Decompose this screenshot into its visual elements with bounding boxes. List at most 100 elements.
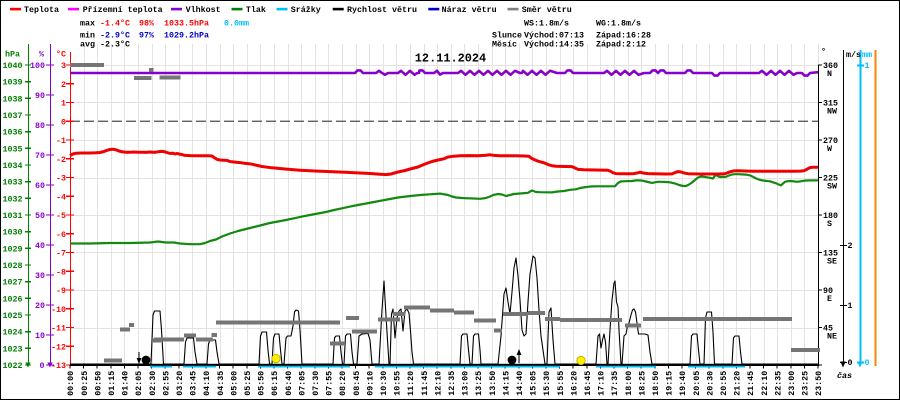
- svg-text:1038: 1038: [3, 94, 23, 104]
- svg-text:1032: 1032: [3, 194, 23, 204]
- svg-text:1029: 1029: [3, 244, 23, 254]
- svg-text:05:00: 05:00: [229, 371, 239, 396]
- svg-text:18:00: 18:00: [624, 371, 634, 396]
- svg-text:3: 3: [61, 61, 66, 71]
- svg-text:19:40: 19:40: [678, 371, 688, 396]
- svg-text:06:40: 06:40: [284, 371, 294, 396]
- svg-text:18:50: 18:50: [651, 371, 661, 396]
- svg-text:1022: 1022: [3, 361, 23, 371]
- svg-text:15:55: 15:55: [556, 371, 566, 396]
- svg-text:1029.2hPa: 1029.2hPa: [164, 31, 209, 41]
- svg-text:315: 315: [823, 99, 838, 109]
- svg-text:01:15: 01:15: [107, 371, 117, 396]
- svg-text:2: 2: [61, 80, 66, 90]
- svg-text:-1: -1: [56, 136, 66, 146]
- svg-text:1031: 1031: [3, 211, 23, 221]
- svg-text:-13: -13: [51, 361, 66, 371]
- svg-text:11:20: 11:20: [406, 371, 416, 396]
- svg-text:80: 80: [35, 121, 45, 131]
- svg-text:15:05: 15:05: [529, 371, 539, 396]
- svg-text:1028: 1028: [3, 261, 23, 271]
- svg-text:-10: -10: [51, 305, 66, 315]
- svg-text:1035: 1035: [3, 144, 23, 154]
- svg-text:10: 10: [35, 331, 45, 341]
- svg-text:Západ:16:28: Západ:16:28: [596, 31, 651, 41]
- svg-text:0: 0: [40, 361, 45, 371]
- svg-text:22:10: 22:10: [760, 371, 770, 396]
- svg-text:%: %: [39, 50, 44, 60]
- svg-text:20:55: 20:55: [719, 371, 729, 396]
- svg-text:S: S: [827, 219, 832, 229]
- svg-text:90: 90: [823, 286, 833, 296]
- svg-text:N: N: [827, 69, 832, 79]
- svg-text:04:10: 04:10: [202, 371, 212, 396]
- svg-text:90: 90: [35, 91, 45, 101]
- svg-text:1: 1: [61, 99, 66, 109]
- svg-text:14:40: 14:40: [515, 371, 525, 396]
- svg-text:02:05: 02:05: [134, 371, 144, 396]
- svg-text:20:30: 20:30: [705, 371, 715, 396]
- svg-text:mm: mm: [862, 50, 872, 60]
- svg-text:06:15: 06:15: [270, 371, 280, 396]
- svg-text:Měsíc: Měsíc: [492, 40, 517, 50]
- svg-text:1030: 1030: [3, 228, 23, 238]
- svg-text:13:50: 13:50: [488, 371, 498, 396]
- svg-text:-7: -7: [56, 249, 66, 259]
- svg-text:NE: NE: [827, 332, 837, 342]
- svg-text:1039: 1039: [3, 78, 23, 88]
- svg-text:-5: -5: [56, 211, 66, 221]
- svg-text:17:10: 17:10: [597, 371, 607, 396]
- svg-text:07:30: 07:30: [311, 371, 321, 396]
- svg-text:1033: 1033: [3, 178, 23, 188]
- svg-text:avg: avg: [80, 40, 95, 50]
- svg-text:07:55: 07:55: [325, 371, 335, 396]
- svg-text:00:50: 00:50: [93, 371, 103, 396]
- svg-text:1036: 1036: [3, 128, 23, 138]
- svg-text:-2: -2: [56, 155, 66, 165]
- svg-text:135: 135: [823, 249, 838, 259]
- svg-text:07:05: 07:05: [297, 371, 307, 396]
- svg-text:Náraz větru: Náraz větru: [442, 5, 497, 15]
- svg-text:Rychlost větru: Rychlost větru: [347, 5, 417, 15]
- svg-text:270: 270: [823, 136, 838, 146]
- svg-text:-12: -12: [51, 342, 66, 352]
- svg-text:Východ:07:13: Východ:07:13: [524, 31, 584, 41]
- svg-text:0.0mm: 0.0mm: [224, 19, 249, 29]
- svg-text:-3: -3: [56, 174, 66, 184]
- svg-text:45: 45: [823, 324, 833, 334]
- svg-text:08:45: 08:45: [352, 371, 362, 396]
- svg-text:03:45: 03:45: [189, 371, 199, 396]
- svg-text:23:25: 23:25: [801, 371, 811, 396]
- svg-text:13:00: 13:00: [461, 371, 471, 396]
- svg-text:18:25: 18:25: [637, 371, 647, 396]
- svg-text:100: 100: [30, 61, 45, 71]
- svg-text:-9: -9: [56, 286, 66, 296]
- svg-text:max: max: [80, 19, 95, 29]
- svg-text:Teplota: Teplota: [24, 5, 59, 15]
- svg-text:04:35: 04:35: [216, 371, 226, 396]
- svg-text:NW: NW: [827, 107, 837, 117]
- svg-text:16:45: 16:45: [583, 371, 593, 396]
- svg-text:°C: °C: [56, 50, 66, 60]
- svg-text:60: 60: [35, 181, 45, 191]
- svg-text:E: E: [827, 294, 832, 304]
- svg-text:1023: 1023: [3, 344, 23, 354]
- svg-text:1034: 1034: [3, 161, 23, 171]
- svg-text:70: 70: [35, 151, 45, 161]
- svg-text:SW: SW: [827, 182, 837, 192]
- svg-text:1026: 1026: [3, 294, 23, 304]
- svg-text:čas: čas: [837, 371, 852, 381]
- svg-text:02:30: 02:30: [148, 371, 158, 396]
- svg-text:12:35: 12:35: [447, 371, 457, 396]
- svg-text:Slunce: Slunce: [492, 31, 522, 41]
- svg-text:08:20: 08:20: [338, 371, 348, 396]
- svg-text:-11: -11: [51, 324, 66, 334]
- svg-text:180: 180: [823, 211, 838, 221]
- svg-text:0: 0: [865, 358, 870, 368]
- svg-text:17:35: 17:35: [610, 371, 620, 396]
- svg-text:1: 1: [848, 301, 853, 311]
- svg-text:-4: -4: [56, 192, 66, 202]
- svg-text:-1.4°C: -1.4°C: [100, 19, 130, 29]
- svg-text:00:00: 00:00: [66, 371, 76, 396]
- svg-text:225: 225: [823, 174, 838, 184]
